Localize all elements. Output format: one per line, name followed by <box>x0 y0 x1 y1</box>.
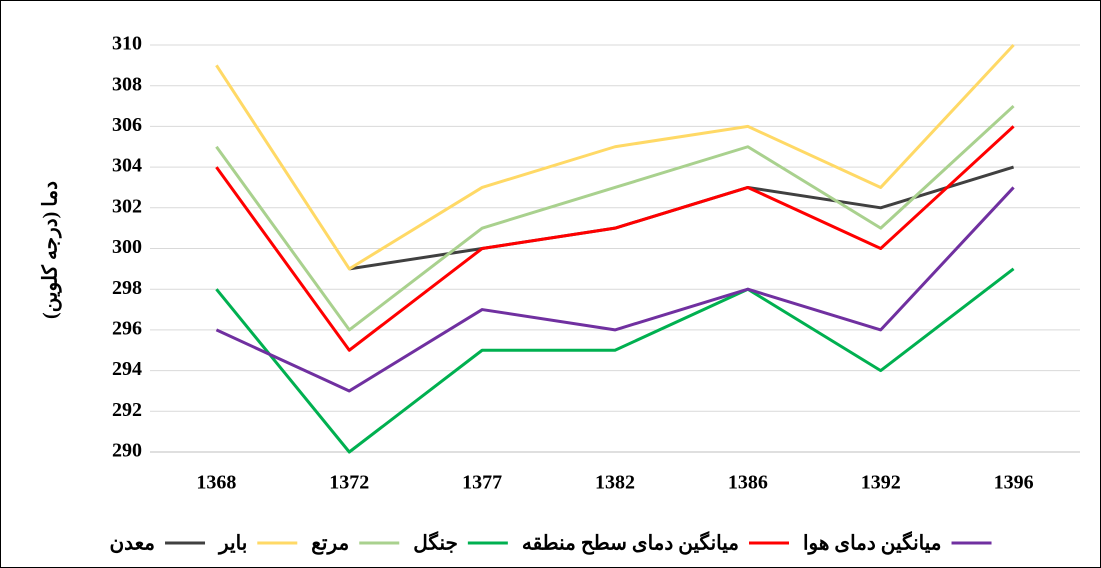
legend-label: بایر <box>217 533 247 556</box>
legend-label: میانگین دمای سطح منطقه <box>522 531 739 556</box>
y-axis-label: دما (درجه کلوین) <box>40 181 63 319</box>
legend-label: مرتع <box>311 533 349 556</box>
series-line <box>215 186 1015 393</box>
x-tick-label: 1377 <box>462 472 502 494</box>
x-tick-label: 1368 <box>196 472 236 494</box>
y-tick-label: 300 <box>112 236 142 258</box>
x-tick-label: 1396 <box>994 472 1034 494</box>
y-tick-label: 308 <box>112 73 142 95</box>
legend-label: میانگین دمای هوا <box>803 531 942 556</box>
x-tick-label: 1382 <box>595 472 635 494</box>
x-tick-label: 1392 <box>861 472 901 494</box>
y-tick-label: 298 <box>112 277 142 299</box>
series-line <box>215 125 1015 352</box>
y-tick-label: 304 <box>112 155 142 177</box>
x-tick-label: 1372 <box>329 472 369 494</box>
y-tick-label: 294 <box>112 358 142 380</box>
series-line <box>215 104 1015 332</box>
y-tick-label: 302 <box>112 195 142 217</box>
y-tick-label: 296 <box>112 317 142 339</box>
series-line <box>215 43 1015 271</box>
y-tick-label: 310 <box>112 33 142 55</box>
x-tick-label: 1386 <box>728 472 768 494</box>
series-line <box>215 267 1015 454</box>
legend-label: معدن <box>109 533 155 555</box>
legend-label: جنگل <box>413 531 458 555</box>
y-tick-label: 290 <box>112 440 142 462</box>
y-tick-label: 292 <box>112 399 142 421</box>
y-tick-label: 306 <box>112 114 142 136</box>
